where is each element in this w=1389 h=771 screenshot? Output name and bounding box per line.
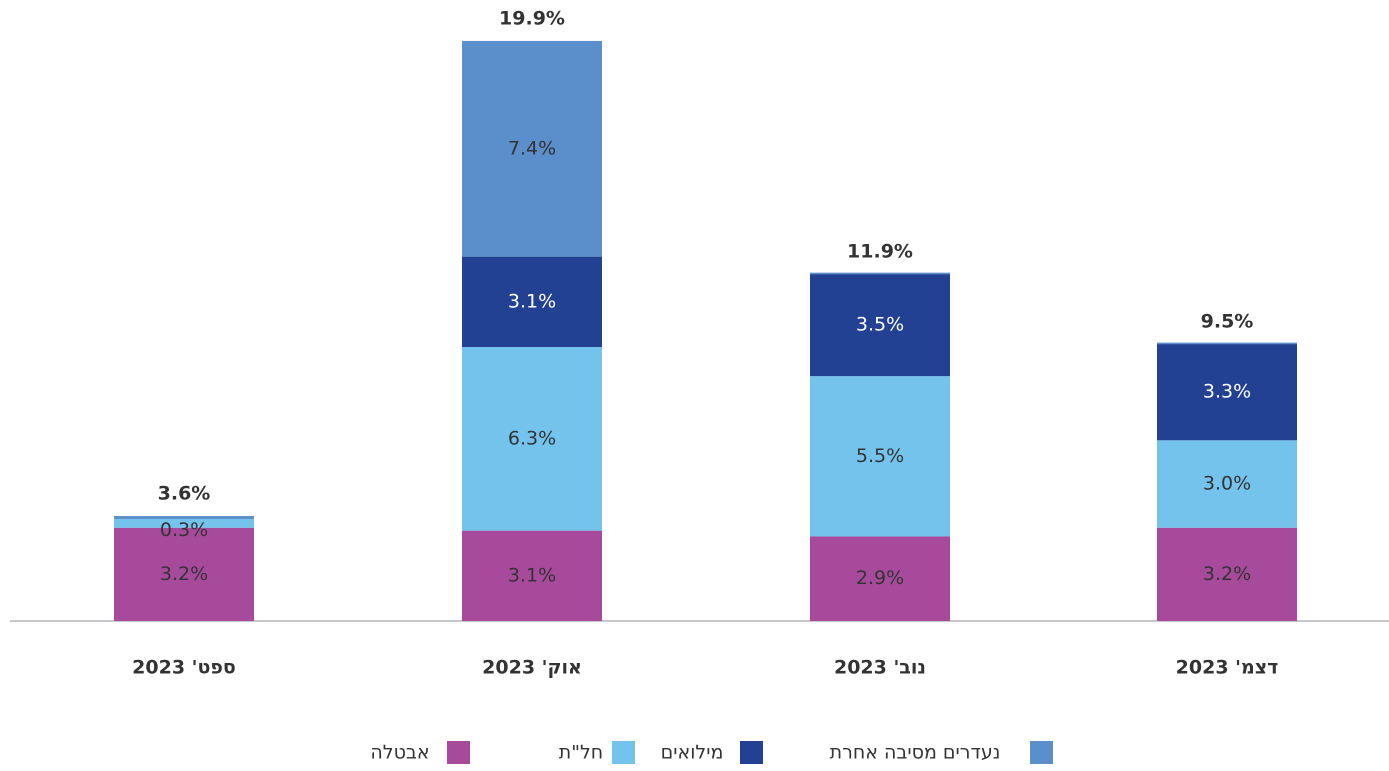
segment-label: 3.2% [160, 563, 208, 585]
bar-segment [1157, 342, 1297, 345]
segment-label: 5.5% [856, 445, 904, 467]
legend-label: נעדרים מסיבה אחרת [830, 742, 1001, 764]
bar-segment [1157, 440, 1297, 528]
x-tick-label: ספט' 2023 [132, 657, 236, 679]
segment-label: 0.3% [160, 519, 208, 541]
bar-segment [810, 376, 950, 537]
segment-label: 3.0% [1203, 472, 1251, 494]
bar-segment [462, 530, 602, 621]
segment-label: 3.5% [856, 314, 904, 336]
bar-segment [114, 516, 254, 519]
segment-label: 3.1% [508, 564, 556, 586]
bar-segment [462, 40, 602, 257]
legend-label: חל"ת [559, 742, 603, 764]
segment-label: 3.3% [1203, 381, 1251, 403]
segment-label: 6.3% [508, 427, 556, 449]
bar-segment [810, 272, 950, 275]
bar-segment [462, 256, 602, 347]
bar-segment [114, 518, 254, 528]
segment-label: 7.4% [508, 137, 556, 159]
bar-segment [1157, 527, 1297, 621]
legend-label: אבטלה [370, 742, 429, 764]
bar-segment [462, 346, 602, 531]
legend-swatch [1030, 741, 1053, 764]
x-tick-label: דצמ' 2023 [1176, 657, 1279, 679]
total-label: 19.9% [499, 7, 565, 29]
legend-label: מילואים [661, 742, 724, 764]
bar-segment [114, 527, 254, 621]
total-label: 3.6% [158, 483, 211, 505]
legend-swatch [740, 741, 763, 764]
total-label: 11.9% [847, 241, 913, 263]
legend-swatch [447, 741, 470, 764]
segment-label: 3.1% [508, 290, 556, 312]
segment-label: 3.2% [1203, 563, 1251, 585]
legend-swatch [612, 741, 635, 764]
segment-label: 2.9% [856, 567, 904, 589]
x-tick-label: נוב' 2023 [834, 657, 926, 679]
total-label: 9.5% [1201, 311, 1254, 333]
bar-segment [1157, 344, 1297, 441]
x-tick-label: אוק' 2023 [482, 657, 582, 679]
bar-segment [810, 274, 950, 377]
bar-segment [810, 536, 950, 621]
